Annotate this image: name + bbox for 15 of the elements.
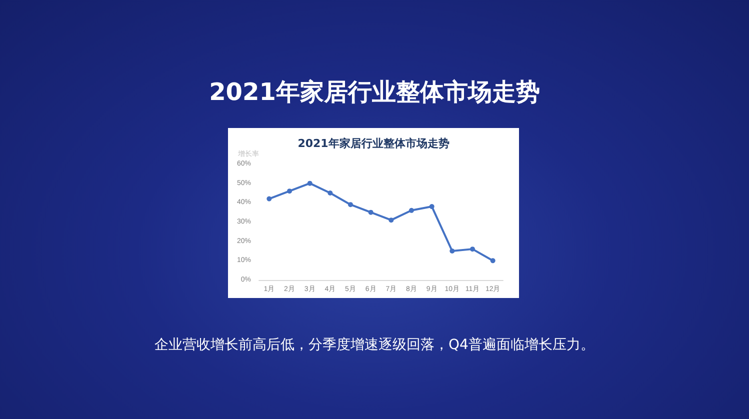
point [328, 190, 333, 196]
chart-title: 2021年家居行业整体市场走势 [208, 77, 541, 108]
point [348, 202, 353, 208]
point [266, 196, 272, 202]
point [307, 180, 312, 186]
point [388, 218, 394, 223]
point [287, 188, 292, 194]
point [429, 204, 434, 210]
point [368, 210, 374, 215]
point [490, 258, 496, 264]
chart-subtitle: 2021年家居行业整体市场走势 [298, 137, 450, 150]
point [470, 246, 475, 252]
text: 企业营收增长前高后低，分季度增速逐级回落，Q4普遍面临增长压力。 [154, 336, 596, 354]
point [409, 208, 414, 213]
point [450, 248, 455, 254]
